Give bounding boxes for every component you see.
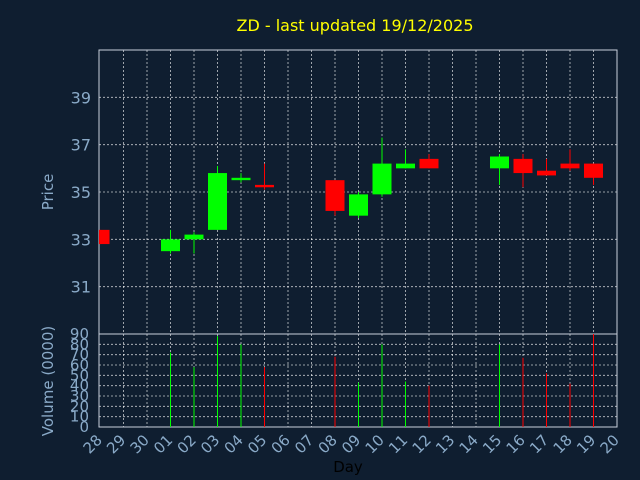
x-tick-label: 08 xyxy=(315,431,341,457)
x-tick-label: 10 xyxy=(362,431,388,457)
x-tick-label: 02 xyxy=(174,431,200,457)
volume-tick-label: 90 xyxy=(70,325,89,343)
price-tick-label: 31 xyxy=(71,278,91,297)
volume-bars xyxy=(170,334,594,427)
x-tick-label: 14 xyxy=(456,431,482,457)
price-axis: 31 33 35 37 39 xyxy=(71,88,91,296)
x-tick-label: 16 xyxy=(503,431,529,457)
candle-body xyxy=(396,163,415,169)
price-grid xyxy=(99,50,618,334)
candle-body xyxy=(161,239,180,252)
candle-body xyxy=(184,234,204,240)
volume-tick-label: 40 xyxy=(70,377,89,395)
price-tick-label: 35 xyxy=(71,183,91,202)
x-tick-label: 01 xyxy=(150,431,176,457)
price-tick-label: 39 xyxy=(71,88,91,107)
x-tick-label: 09 xyxy=(338,431,364,457)
price-axis-label: Price xyxy=(39,174,57,211)
volume-tick-label: 10 xyxy=(70,408,89,426)
volume-tick-label: 20 xyxy=(70,397,89,415)
candle-body xyxy=(349,194,368,216)
x-tick-label: 18 xyxy=(550,431,576,457)
candle-body xyxy=(560,163,580,169)
volume-tick-label: 0 xyxy=(79,418,89,436)
candle-body xyxy=(513,158,533,174)
price-tick-label: 33 xyxy=(71,230,91,249)
volume-tick-label: 60 xyxy=(70,356,89,374)
candle-body xyxy=(490,156,509,169)
x-tick-label: 13 xyxy=(432,431,458,457)
price-tick-label: 37 xyxy=(71,136,91,155)
volume-tick-label: 80 xyxy=(70,335,89,353)
x-tick-label: 07 xyxy=(291,431,317,457)
x-tick-label: 20 xyxy=(597,431,623,457)
candle-body xyxy=(325,180,345,211)
x-tick-label: 29 xyxy=(103,431,129,457)
candle-body xyxy=(99,229,110,245)
candle-body xyxy=(372,163,392,195)
x-tick-label: 03 xyxy=(197,431,223,457)
x-tick-label: 05 xyxy=(244,431,270,457)
x-tick-label: 04 xyxy=(221,431,247,457)
x-tick-label: 19 xyxy=(573,431,599,457)
x-axis: 2829300102030405060708091011121314151617… xyxy=(80,431,623,457)
chart-title: ZD - last updated 19/12/2025 xyxy=(236,16,473,35)
volume-tick-label: 50 xyxy=(70,366,89,384)
candle-body xyxy=(231,177,251,181)
candles xyxy=(99,137,603,254)
x-axis-label: Day xyxy=(333,458,363,476)
volume-tick-label: 70 xyxy=(70,346,89,364)
x-tick-label: 30 xyxy=(127,431,153,457)
x-tick-label: 12 xyxy=(409,431,435,457)
x-tick-label: 15 xyxy=(479,431,505,457)
candle-body xyxy=(255,184,274,188)
candle-body xyxy=(419,158,439,169)
candle-body xyxy=(208,173,227,230)
candle-body xyxy=(537,170,556,176)
x-tick-label: 11 xyxy=(385,431,411,457)
x-tick-label: 06 xyxy=(268,431,294,457)
volume-tick-label: 30 xyxy=(70,387,89,405)
volume-axis-label: Volume (0000) xyxy=(39,326,57,436)
x-tick-label: 17 xyxy=(526,431,552,457)
candle-body xyxy=(584,163,603,178)
